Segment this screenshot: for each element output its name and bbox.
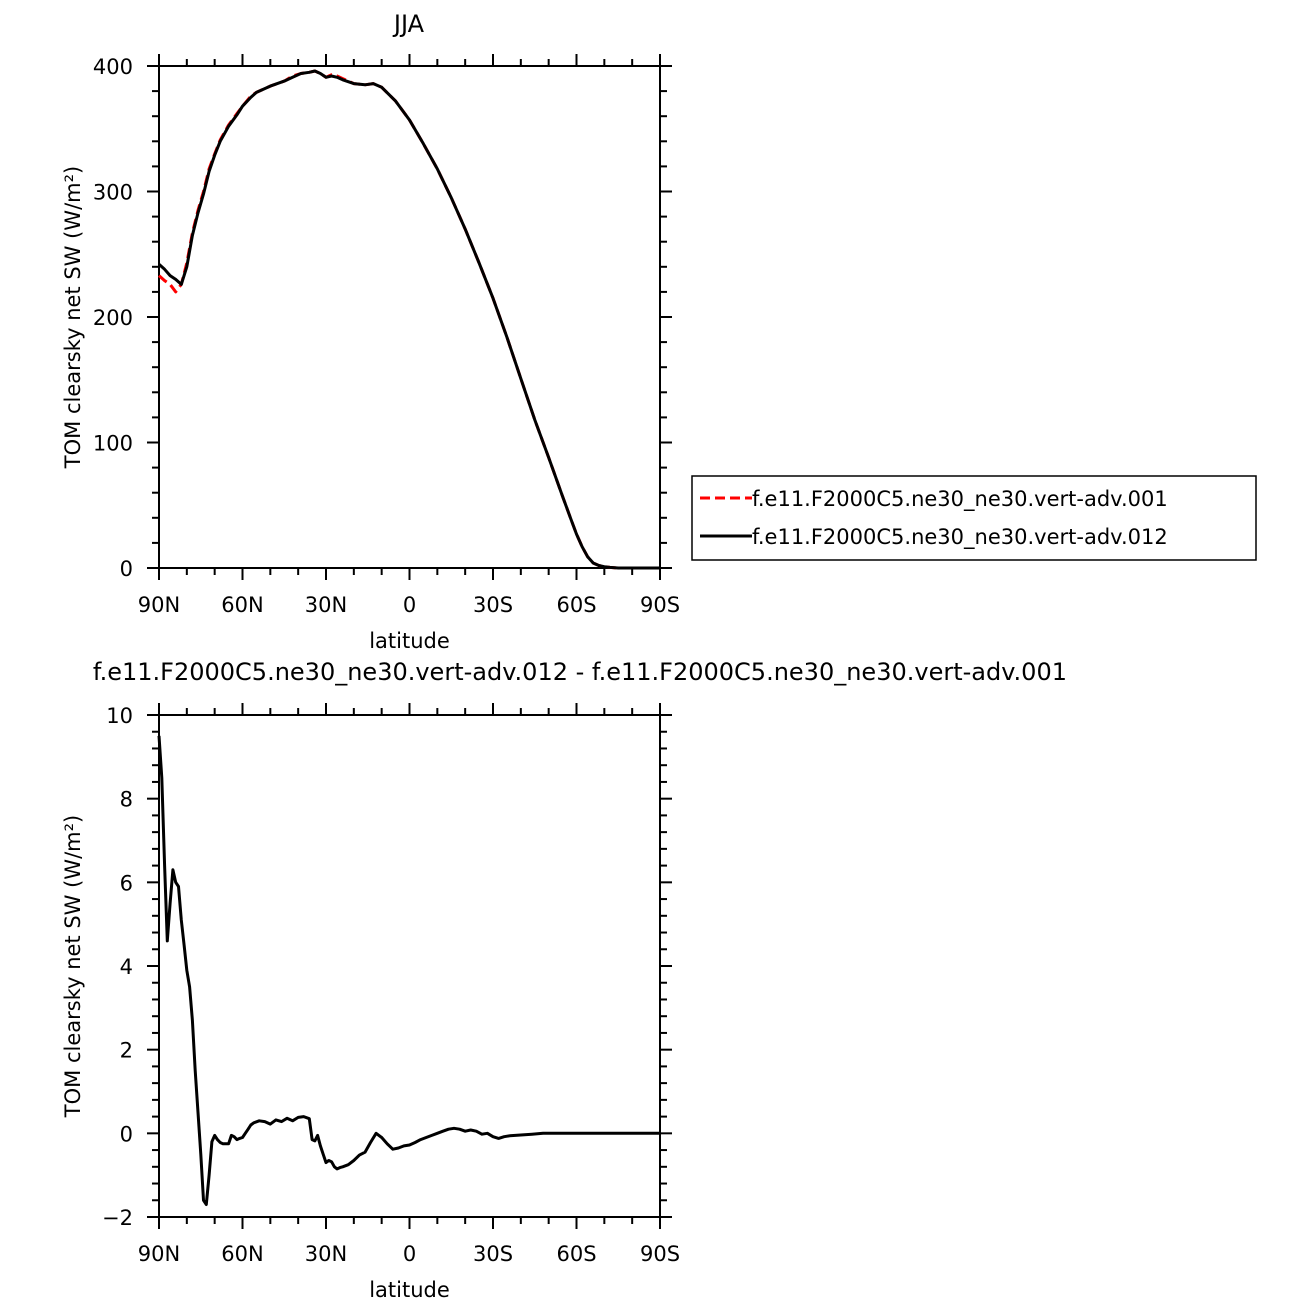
x-tick-label: 60S bbox=[556, 1242, 596, 1266]
y-tick-label: 8 bbox=[120, 788, 133, 812]
x-tick-label: 60N bbox=[221, 593, 263, 617]
x-tick-label: 30S bbox=[473, 1242, 513, 1266]
y-tick-label: 300 bbox=[93, 181, 133, 205]
y-tick-label: 10 bbox=[106, 704, 133, 728]
x-tick-label: 30S bbox=[473, 593, 513, 617]
y-axis-title: TOM clearsky net SW (W/m²) bbox=[61, 166, 85, 469]
x-tick-label: 90N bbox=[138, 593, 180, 617]
y-tick-label: 2 bbox=[120, 1039, 133, 1063]
x-tick-label: 30N bbox=[305, 593, 347, 617]
plot-frame bbox=[158, 65, 661, 569]
x-tick-label: 90S bbox=[640, 1242, 680, 1266]
plot-title: JJA bbox=[392, 10, 425, 38]
x-tick-label: 90N bbox=[138, 1242, 180, 1266]
y-tick-label: 0 bbox=[120, 557, 133, 581]
y-tick-label: 100 bbox=[93, 432, 133, 456]
series-line-1 bbox=[157, 735, 660, 1206]
y-tick-label: −2 bbox=[102, 1206, 133, 1230]
x-tick-label: 60S bbox=[556, 593, 596, 617]
x-tick-label: 0 bbox=[403, 593, 416, 617]
x-axis-title: latitude bbox=[369, 1278, 450, 1302]
y-tick-label: 6 bbox=[120, 871, 133, 895]
x-axis-title: latitude bbox=[369, 629, 450, 653]
plot-title: f.e11.F2000C5.ne30_ne30.vert-adv.012 - f… bbox=[93, 658, 1067, 686]
plot-frame bbox=[158, 714, 661, 1218]
x-tick-label: 60N bbox=[221, 1242, 263, 1266]
series-line-1 bbox=[158, 69, 660, 570]
x-tick-label: 30N bbox=[305, 1242, 347, 1266]
y-tick-label: 4 bbox=[120, 955, 133, 979]
x-tick-label: 90S bbox=[640, 593, 680, 617]
y-tick-label: 400 bbox=[93, 55, 133, 79]
legend-label-2: f.e11.F2000C5.ne30_ne30.vert-adv.012 bbox=[752, 525, 1168, 550]
y-axis-title: TOM clearsky net SW (W/m²) bbox=[61, 815, 85, 1118]
y-tick-label: 200 bbox=[93, 306, 133, 330]
y-tick-label: 0 bbox=[120, 1122, 133, 1146]
legend-label-1: f.e11.F2000C5.ne30_ne30.vert-adv.001 bbox=[752, 487, 1168, 512]
x-tick-label: 0 bbox=[403, 1242, 416, 1266]
series-line-2 bbox=[158, 69, 660, 570]
legend-box bbox=[691, 475, 1257, 561]
